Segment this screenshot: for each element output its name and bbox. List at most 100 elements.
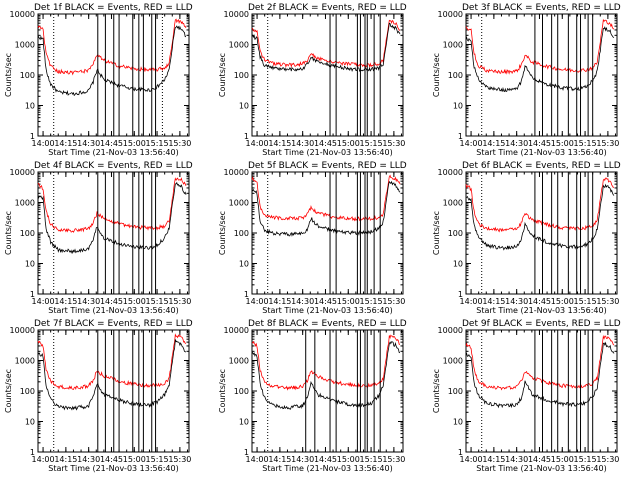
- x-tick-label: 14:15: [54, 455, 77, 464]
- x-tick-label: 15:30: [596, 455, 619, 464]
- y-axis-label: Counts/sec: [4, 53, 13, 97]
- x-tick-label: 14:30: [77, 455, 100, 464]
- x-tick-label: 14:30: [291, 139, 314, 148]
- x-tick-label: 15:15: [360, 455, 383, 464]
- x-tick-label: 14:00: [460, 297, 483, 306]
- x-tick-label: 15:15: [574, 139, 597, 148]
- y-tick-label: 10000: [438, 326, 463, 335]
- events-series-line: [465, 341, 615, 409]
- x-tick-label: 14:45: [314, 297, 337, 306]
- lld-series-line: [251, 174, 401, 222]
- detector-panel: Det 3f BLACK = Events, RED = LLD 1 10 100 10…: [432, 3, 621, 157]
- plot-frame: [465, 329, 618, 453]
- detector-panel: Det 9f BLACK = Events, RED = LLD 1 10 100 10…: [432, 319, 621, 473]
- x-tick-label: 15:00: [123, 297, 146, 306]
- y-tick-label: 10: [453, 102, 463, 111]
- x-tick-label: 14:00: [460, 139, 483, 148]
- x-tick-label: 14:30: [505, 455, 528, 464]
- y-tick-label: 10000: [10, 10, 35, 19]
- x-tick-label: 15:30: [596, 297, 619, 306]
- detector-panel: Det 7f BLACK = Events, RED = LLD 1 10 100 10…: [4, 319, 193, 473]
- panel-title: Det 1f BLACK = Events, RED = LLD: [34, 3, 193, 13]
- y-tick-label: 10000: [10, 168, 35, 177]
- y-tick-label: 100: [448, 387, 463, 396]
- y-tick-label: 10: [25, 260, 35, 269]
- events-series-line: [251, 341, 401, 410]
- x-tick-label: 14:15: [268, 455, 291, 464]
- plot-frame: [465, 171, 618, 295]
- y-tick-label: 1: [30, 290, 35, 299]
- x-tick-label: 14:45: [528, 139, 551, 148]
- lld-series-line: [465, 177, 615, 233]
- y-axis-label: Counts/sec: [432, 53, 441, 97]
- events-series-line: [37, 181, 187, 255]
- x-tick-label: 14:15: [482, 139, 505, 148]
- x-tick-label: 14:00: [246, 297, 269, 306]
- x-tick-label: 14:45: [100, 297, 123, 306]
- y-tick-label: 1: [458, 132, 463, 141]
- x-tick-label: 15:15: [146, 297, 169, 306]
- x-tick-label: 15:15: [574, 455, 597, 464]
- lld-series-line: [37, 333, 187, 391]
- y-tick-label: 10000: [224, 10, 249, 19]
- lld-series-line: [465, 334, 615, 391]
- y-tick-label: 1: [244, 132, 249, 141]
- y-tick-label: 1000: [443, 199, 463, 208]
- y-tick-label: 1000: [15, 41, 35, 50]
- lld-series-line: [37, 18, 187, 76]
- x-tick-label: 14:30: [291, 297, 314, 306]
- x-tick-label: 15:30: [382, 139, 405, 148]
- x-tick-label: 14:45: [100, 139, 123, 148]
- x-tick-label: 15:30: [168, 455, 191, 464]
- y-tick-label: 10: [239, 418, 249, 427]
- detector-panel: Det 2f BLACK = Events, RED = LLD 1 10 100 10…: [218, 3, 407, 157]
- x-axis-label: Start Time (21-Nov-03 13:56:40): [262, 148, 392, 157]
- detector-panel: Det 5f BLACK = Events, RED = LLD 1 10 100 10…: [218, 161, 407, 315]
- y-tick-label: 1000: [443, 357, 463, 366]
- y-tick-label: 1: [244, 290, 249, 299]
- detector-panel: Det 4f BLACK = Events, RED = LLD 1 10 100 10…: [4, 161, 193, 315]
- x-tick-label: 15:15: [574, 297, 597, 306]
- x-tick-label: 15:30: [382, 297, 405, 306]
- y-tick-label: 1: [458, 448, 463, 457]
- y-tick-label: 100: [448, 229, 463, 238]
- x-tick-label: 15:00: [551, 455, 574, 464]
- events-series-line: [37, 339, 187, 411]
- y-tick-label: 1: [30, 448, 35, 457]
- panel-title: Det 2f BLACK = Events, RED = LLD: [248, 3, 407, 13]
- x-tick-label: 14:45: [528, 297, 551, 306]
- x-tick-label: 14:30: [77, 139, 100, 148]
- x-axis-label: Start Time (21-Nov-03 13:56:40): [476, 464, 606, 473]
- detector-panel: Det 6f BLACK = Events, RED = LLD 1 10 100 10…: [432, 161, 621, 315]
- x-tick-label: 14:00: [460, 455, 483, 464]
- y-axis-label: Counts/sec: [432, 211, 441, 255]
- y-tick-label: 10000: [438, 168, 463, 177]
- y-tick-label: 100: [20, 71, 35, 80]
- x-axis-label: Start Time (21-Nov-03 13:56:40): [476, 306, 606, 315]
- x-tick-label: 15:00: [551, 297, 574, 306]
- y-tick-label: 100: [20, 229, 35, 238]
- y-axis-label: Counts/sec: [4, 369, 13, 413]
- y-tick-label: 1000: [15, 357, 35, 366]
- x-tick-label: 14:15: [268, 297, 291, 306]
- x-axis-label: Start Time (21-Nov-03 13:56:40): [48, 306, 178, 315]
- y-axis-label: Counts/sec: [218, 53, 227, 97]
- y-tick-label: 1000: [15, 199, 35, 208]
- x-tick-label: 15:00: [551, 139, 574, 148]
- x-axis-label: Start Time (21-Nov-03 13:56:40): [262, 464, 392, 473]
- panel-title: Det 9f BLACK = Events, RED = LLD: [462, 319, 621, 329]
- x-tick-label: 14:30: [291, 455, 314, 464]
- y-tick-label: 10: [453, 418, 463, 427]
- lld-series-line: [37, 177, 187, 233]
- x-tick-label: 15:00: [337, 455, 360, 464]
- panel-title: Det 8f BLACK = Events, RED = LLD: [248, 319, 407, 329]
- y-tick-label: 100: [234, 71, 249, 80]
- panel-title: Det 6f BLACK = Events, RED = LLD: [462, 161, 621, 171]
- panel-title: Det 3f BLACK = Events, RED = LLD: [462, 3, 621, 13]
- x-tick-label: 14:15: [54, 297, 77, 306]
- y-axis-label: Counts/sec: [218, 369, 227, 413]
- y-axis-label: Counts/sec: [218, 211, 227, 255]
- y-tick-label: 1000: [229, 41, 249, 50]
- x-tick-label: 14:30: [505, 297, 528, 306]
